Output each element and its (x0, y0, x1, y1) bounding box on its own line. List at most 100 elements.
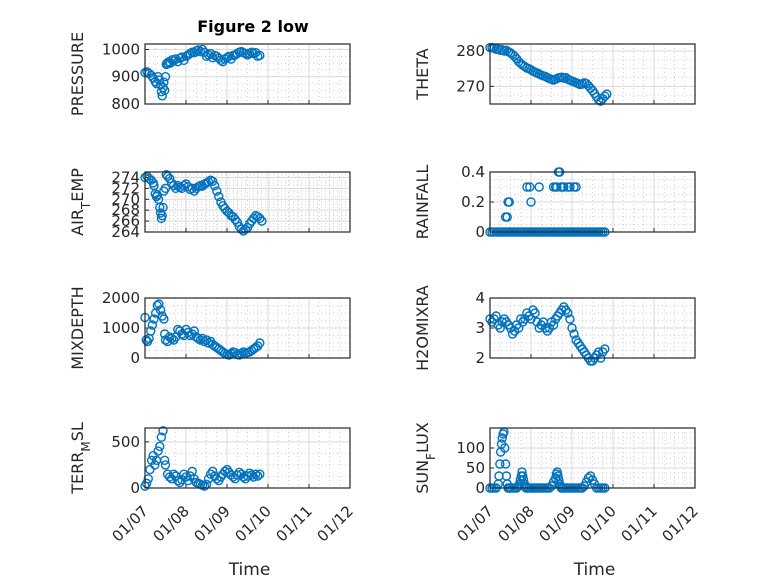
data-point (222, 52, 232, 63)
data-point (141, 478, 152, 489)
data-point (146, 326, 156, 336)
y-tick-label: 800 (111, 95, 140, 113)
data-point (563, 308, 573, 318)
y-tick-label: 280 (456, 42, 485, 60)
data-point (158, 202, 168, 213)
data-point (160, 183, 171, 194)
data-point (159, 85, 170, 96)
data-point (587, 85, 598, 96)
data-point (255, 50, 265, 61)
data-point (224, 51, 234, 61)
x-tick-label: 01/09 (536, 502, 579, 545)
data-point (168, 469, 179, 479)
data-point (495, 323, 505, 333)
subplot-pressure: 800 900 1000 PRESSURE (68, 32, 351, 116)
data-point (189, 326, 199, 336)
y-tick-label: 0.2 (461, 193, 485, 211)
data-point (185, 48, 195, 59)
x-axis-label: Time (228, 560, 271, 580)
figure-title: Figure 2 low (197, 17, 309, 36)
y-axis-label: PRESSURE (68, 32, 87, 116)
data-point (160, 72, 171, 82)
y-tick-label: 264 (111, 223, 140, 241)
y-tick-label: 0.4 (461, 163, 485, 181)
x-tick-label: 01/10 (232, 502, 275, 545)
data-point (207, 466, 218, 477)
data-point (143, 474, 153, 484)
y-tick-label: 100 (456, 439, 485, 457)
data-point (255, 213, 265, 224)
data-point (159, 314, 169, 324)
axes-box (489, 43, 696, 105)
x-axis-label: Time (573, 560, 616, 580)
data-point (173, 475, 183, 486)
y-tick-label: 900 (111, 68, 140, 86)
data-point (250, 469, 261, 479)
y-tick-label: 270 (456, 77, 485, 95)
data-point (155, 441, 165, 452)
y-tick-label: 1000 (102, 40, 140, 58)
data-point (179, 469, 189, 479)
data-point (571, 182, 581, 192)
data-point (195, 335, 206, 345)
y-tick-label: 4 (475, 289, 485, 307)
axes-box (144, 297, 351, 359)
y-tick-label: 3 (475, 319, 485, 337)
axes-box (144, 171, 351, 233)
data-point (159, 455, 170, 466)
y-tick-label: 268 (111, 201, 140, 219)
data-point (207, 176, 218, 186)
x-tick-label: 01/12 (314, 502, 357, 545)
y-tick-label: 274 (111, 168, 140, 186)
data-point (146, 175, 156, 185)
data-point (212, 186, 222, 196)
data-point (158, 426, 168, 436)
data-point (497, 44, 507, 55)
data-point (207, 52, 218, 63)
data-point (232, 217, 242, 227)
data-point (497, 433, 507, 443)
axes-box (489, 427, 696, 489)
subplot-mixdepth: 0 1000 2000 MIXDEPTH (68, 286, 351, 370)
y-tick-label: 500 (111, 433, 140, 451)
data-point (168, 56, 179, 66)
data-point (502, 212, 512, 222)
data-point (171, 183, 181, 194)
data-point (248, 213, 259, 224)
y-axis-label: TERRMSL (68, 422, 93, 495)
x-tick-label: 01/07 (109, 502, 152, 545)
data-point (565, 314, 575, 324)
y-axis-label: RAINFALL (413, 165, 432, 240)
data-point (534, 182, 544, 192)
data-point (150, 460, 160, 470)
data-point (236, 224, 247, 234)
data-point (600, 91, 610, 101)
data-point (145, 464, 155, 475)
data-point (567, 323, 577, 333)
data-point (525, 182, 535, 192)
data-point (216, 55, 226, 66)
y-axis-label: AIRTEMP (68, 168, 93, 236)
y-tick-label: 0 (475, 479, 485, 497)
data-point (569, 329, 579, 339)
axes-box (144, 427, 351, 489)
y-tick-label: 2 (475, 349, 485, 367)
data-point (244, 48, 255, 59)
data-point (232, 470, 242, 480)
x-tick-label: 01/11 (618, 502, 661, 545)
x-tick-label: 01/11 (273, 502, 316, 545)
data-point (156, 432, 167, 442)
data-point (147, 320, 158, 330)
y-tick-label: 1000 (102, 319, 140, 337)
data-point (255, 469, 265, 479)
data-point (199, 481, 210, 491)
data-point (600, 344, 610, 354)
axes-box (144, 43, 351, 105)
x-tick-label: 01/12 (659, 502, 702, 545)
data-point (253, 471, 263, 481)
data-point (155, 305, 166, 315)
y-tick-label: 0 (130, 349, 140, 367)
